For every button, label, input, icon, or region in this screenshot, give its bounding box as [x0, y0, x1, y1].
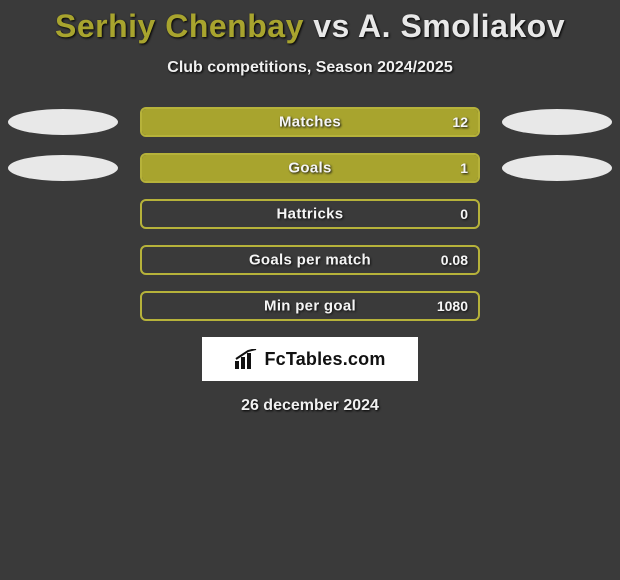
stat-row: Goals1 — [0, 153, 620, 183]
stat-row: Hattricks0 — [0, 199, 620, 229]
stat-label: Matches — [142, 114, 478, 131]
stat-row: Min per goal1080 — [0, 291, 620, 321]
stat-row: Matches12 — [0, 107, 620, 137]
stat-bar-track: Min per goal1080 — [140, 291, 480, 321]
player2-ellipse — [502, 155, 612, 181]
date-text: 26 december 2024 — [0, 397, 620, 415]
vs-text: vs — [313, 8, 350, 44]
stat-value: 1080 — [437, 298, 468, 314]
player1-ellipse — [8, 109, 118, 135]
comparison-title: Serhiy Chenbay vs A. Smoliakov — [0, 0, 620, 45]
stat-value: 0 — [460, 206, 468, 222]
player2-ellipse — [502, 109, 612, 135]
stat-bar-track: Matches12 — [140, 107, 480, 137]
logo-box: FcTables.com — [202, 337, 418, 381]
stat-bar-track: Hattricks0 — [140, 199, 480, 229]
stat-label: Goals — [142, 160, 478, 177]
subtitle: Club competitions, Season 2024/2025 — [0, 59, 620, 77]
stat-bar-track: Goals per match0.08 — [140, 245, 480, 275]
stat-label: Hattricks — [142, 206, 478, 223]
logo-chart-icon — [234, 349, 258, 369]
player1-name: Serhiy Chenbay — [55, 8, 304, 44]
stat-row: Goals per match0.08 — [0, 245, 620, 275]
stats-container: Matches12 Goals1 Hattricks0 Goals per match… — [0, 107, 620, 321]
stat-label: Min per goal — [142, 298, 478, 315]
stat-label: Goals per match — [142, 252, 478, 269]
logo-text: FcTables.com — [264, 349, 385, 370]
stat-bar-track: Goals1 — [140, 153, 480, 183]
player2-name: A. Smoliakov — [358, 8, 565, 44]
stat-value: 12 — [452, 114, 468, 130]
stat-value: 0.08 — [441, 252, 468, 268]
stat-value: 1 — [460, 160, 468, 176]
player1-ellipse — [8, 155, 118, 181]
